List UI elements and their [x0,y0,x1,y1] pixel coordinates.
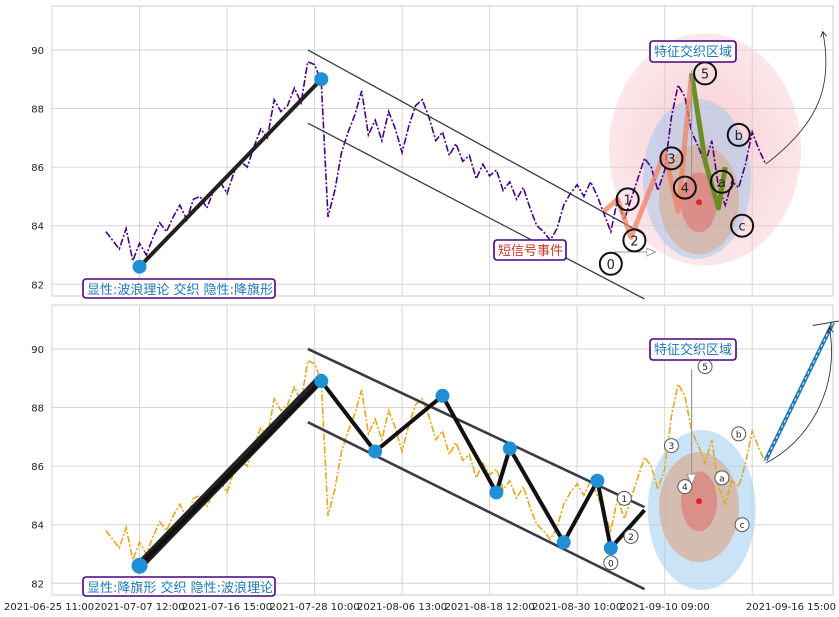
bottom-wave-label-circle-3 [663,438,679,454]
bottom-wave-label-6: a [719,474,725,484]
top-trend-line [137,77,324,269]
x-axis: 2021-06-25 11:00 2021-07-07 12:002021-07-… [4,602,836,613]
x-tick-label-7: 2021-09-10 09:00 [620,602,710,613]
top-ytick-label-2: 86 [31,163,44,174]
bottom-wave-label-2: 2 [628,533,634,543]
bottom-wave-label-circle-6 [714,470,730,486]
x-tick-label-1: 2021-07-07 12:00 [94,602,184,613]
signal-label: 短信号事件 [498,244,563,259]
bottom-wave-label-7: b [736,430,742,440]
bottom-zigzag-point-2 [368,444,383,459]
x-tick-label-8: 2021-09-16 15:00 [746,602,836,613]
bottom-ytick-label-4: 90 [31,345,44,356]
bottom-forecast-line-inner [765,322,834,461]
bottom-channel-lower [307,421,646,591]
x-tick-label-4: 2021-08-06 13:00 [357,602,447,613]
bottom-ytick-label-0: 82 [31,579,44,590]
top-ytick-label-1: 84 [31,222,44,233]
bottom-zigzag-point-5 [502,441,517,456]
top-wave-label-circle-3 [659,146,684,171]
bottom-explicit-label: 显性:降旗形 交织 隐性:波浪理论 [87,580,273,596]
top-wave-label-1: 1 [624,193,632,208]
top-wave-path-impulse [602,73,695,240]
top-wave-label-0: 0 [607,258,615,273]
top-explicit-label-box: 显性:波浪理论 交织 隐性:降旗形 [82,278,276,299]
x-tick-label-2: 2021-07-16 15:00 [182,602,272,613]
top-trend-point-0 [132,259,147,274]
top-wave-label-5: 5 [701,67,709,82]
bottom-zigzag-point-8 [603,541,618,556]
top-wave-label-circle-1 [615,187,640,212]
top-ytick-label-0: 82 [31,280,44,291]
top-channel-upper [307,49,645,236]
bottom-zone-label-box: 特征交织区域 [649,338,737,361]
bottom-zone-label: 特征交织区域 [654,342,732,358]
bottom-ytick-label-2: 86 [31,462,44,473]
bottom-zone-center-dot [696,498,703,505]
x-tick-label-0: 2021-06-25 11:00 [4,602,94,613]
bottom-zigzag-point-3 [435,388,450,403]
bottom-wave-label-circle-7 [731,426,747,442]
top-wave-label-circle-4 [672,175,697,200]
top-explicit-label: 显性:波浪理论 交织 隐性:降旗形 [87,282,273,298]
bottom-channel-upper [307,347,646,509]
top-wave-label-circle-2 [622,228,647,253]
bottom-wave-label-8: c [740,521,745,531]
x-tick-label-5: 2021-08-18 12:00 [445,602,535,613]
top-wave-label-circle-8 [730,213,755,238]
bottom-wave-label-circle-0 [603,555,619,571]
bottom-wave-label-circle-4 [677,479,693,495]
bottom-zigzag-point-7 [590,473,605,488]
bottom-zigzag-point-4 [489,485,504,500]
x-tick-label-6: 2021-08-30 10:00 [532,602,622,613]
top-zone-label: 特征交织区域 [654,44,732,60]
bottom-wave-label-circle-1 [616,490,632,506]
top-wave-label-8: c [739,220,746,235]
top-ytick-label-3: 88 [31,105,44,116]
x-tick-label-3: 2021-07-28 10:00 [270,602,360,613]
top-zone-label-box: 特征交织区域 [649,40,737,63]
top-wave-label-circle-7 [726,122,751,147]
bottom-forecast-arrow [765,328,832,464]
bottom-wave-label-circle-8 [734,517,750,533]
signal-label-box: 短信号事件 [493,239,567,261]
bottom-wave-label-0: 0 [608,559,614,569]
bottom-explicit-label-box: 显性:降旗形 交织 隐性:波浪理论 [82,576,276,597]
top-channel-lower [307,122,645,300]
top-zone-center-dot [696,199,703,206]
bottom-ytick-label-3: 88 [31,404,44,415]
top-forecast-arrow [765,32,826,165]
top-wave-label-circle-6 [709,169,734,194]
bottom-wave-label-1: 1 [621,495,627,505]
bottom-ytick-label-1: 84 [31,521,44,532]
bottom-wave-label-3: 3 [669,442,675,452]
top-wave-label-4: 4 [681,182,689,197]
top-wave-label-circle-0 [598,251,623,276]
top-ytick-label-4: 90 [31,46,44,57]
top-wave-label-2: 2 [630,234,638,249]
bottom-wave-label-4: 4 [682,483,688,493]
bottom-forecast-cap [812,320,839,326]
bottom-zigzag-line [138,379,646,568]
top-wave-label-7: b [735,129,743,144]
bottom-zigzag-point-0 [131,557,148,574]
top-wave-label-3: 3 [667,152,675,167]
bottom-zigzag-point-1 [314,374,329,389]
top-wave-label-6: a [718,176,726,191]
top-trend-point-1 [314,72,329,87]
bottom-wave-label-5: 5 [702,363,708,373]
bottom-zigzag-point-6 [556,535,571,550]
bottom-wave-label-circle-2 [623,528,639,544]
